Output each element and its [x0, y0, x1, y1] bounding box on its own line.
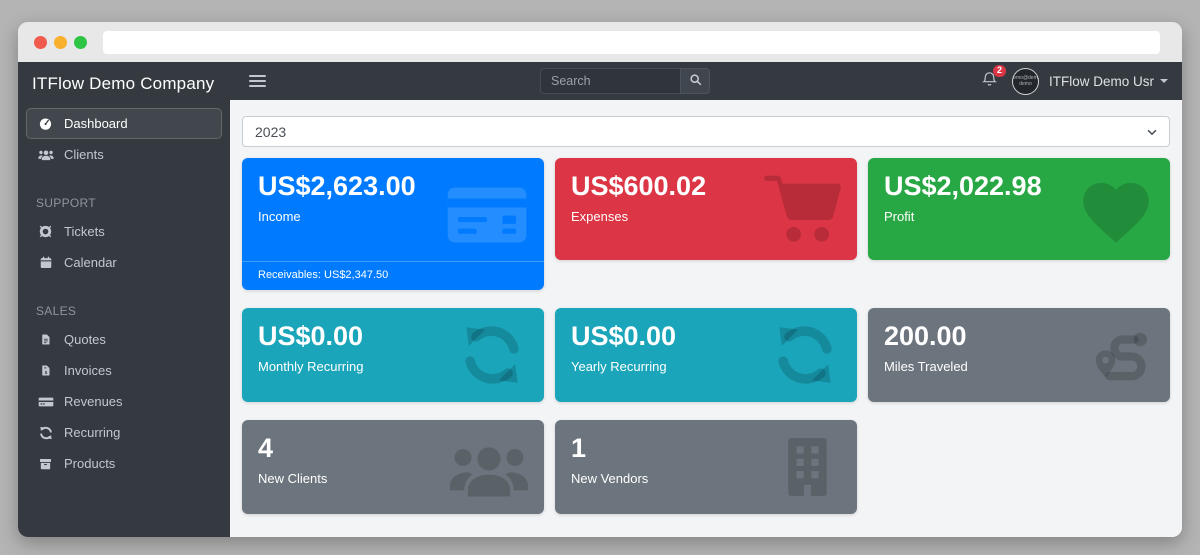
card-value: US$2,022.98 — [883, 171, 1042, 201]
user-menu-button[interactable]: ITFlow Demo Usr — [1049, 74, 1168, 89]
main-pane: 2 demo@demo demo ITFlow Demo Usr — [230, 62, 1182, 537]
cards-row-2: US$0.00 Monthly Recurring US$0.00 Yearly… — [242, 308, 1170, 402]
avatar[interactable]: demo@demo demo — [1011, 67, 1039, 95]
users-icon — [37, 149, 54, 161]
miles-traveled-card[interactable]: 200.00 Miles Traveled — [867, 308, 1170, 402]
close-window-button[interactable] — [34, 35, 47, 49]
sidebar-item-label: Dashboard — [64, 116, 128, 131]
sidebar-item-tickets[interactable]: Tickets — [26, 216, 222, 247]
search-button[interactable] — [680, 68, 710, 94]
navbar-right: 2 demo@demo demo ITFlow Demo Usr — [981, 62, 1168, 100]
card-label: Miles Traveled — [883, 359, 968, 375]
cards-row-1: US$2,623.00 Income Receivables: US$2,347… — [242, 158, 1170, 290]
card-value: 1 — [570, 433, 587, 463]
year-select[interactable]: 2023 — [242, 116, 1170, 147]
search-input[interactable] — [540, 68, 680, 94]
sidebar-item-label: Calendar — [64, 255, 117, 270]
heart-icon — [1076, 173, 1156, 250]
sidebar-item-revenues[interactable]: Revenues — [26, 386, 222, 417]
sidebar-header-support: SUPPORT — [36, 196, 96, 210]
sidebar-menu: Dashboard Clients SUPPORT Tickets — [18, 106, 230, 481]
zoom-window-button[interactable] — [74, 35, 87, 49]
file-alt-icon — [37, 332, 54, 347]
top-navbar: 2 demo@demo demo ITFlow Demo Usr — [230, 62, 1182, 100]
sidebar-item-label: Quotes — [64, 332, 106, 347]
shopping-cart-icon — [763, 171, 843, 252]
chevron-down-icon — [1145, 125, 1159, 142]
sidebar-item-clients[interactable]: Clients — [26, 139, 222, 170]
bell-icon — [981, 72, 998, 91]
calendar-icon — [37, 255, 54, 270]
box-icon — [37, 457, 54, 471]
browser-chrome — [18, 22, 1182, 62]
building-icon — [780, 434, 835, 505]
income-card[interactable]: US$2,623.00 Income Receivables: US$2,347… — [242, 158, 544, 290]
card-footer: Receivables: US$2,347.50 — [242, 261, 544, 290]
sidebar-item-label: Tickets — [64, 224, 105, 239]
monthly-recurring-card[interactable]: US$0.00 Monthly Recurring — [242, 308, 544, 402]
card-label: Yearly Recurring — [570, 359, 667, 375]
menu-toggle-button[interactable] — [249, 75, 266, 87]
card-label: Expenses — [570, 209, 629, 225]
tachometer-icon — [37, 116, 54, 131]
sidebar-item-label: Clients — [64, 147, 104, 162]
new-vendors-card[interactable]: 1 New Vendors — [554, 420, 857, 514]
sidebar-item-label: Products — [64, 456, 116, 471]
user-name: ITFlow Demo Usr — [1048, 73, 1154, 89]
dashboard-content: 2023 US$2,623.00 Income Receivable — [230, 100, 1182, 537]
brand-link[interactable]: ITFlow Demo Company — [32, 74, 215, 93]
global-search — [540, 68, 710, 94]
sidebar-item-products[interactable]: Products — [26, 448, 222, 479]
sync-icon — [460, 323, 524, 392]
file-invoice-dollar-icon: $ — [37, 363, 54, 378]
life-ring-icon — [37, 224, 54, 239]
card-value: US$0.00 — [570, 321, 677, 351]
money-check-icon — [37, 396, 54, 408]
sidebar-item-calendar[interactable]: Calendar — [26, 247, 222, 278]
expenses-card[interactable]: US$600.02 Expenses — [554, 158, 857, 260]
notification-count-badge: 2 — [992, 65, 1006, 77]
avatar-text: demo@demo — [1013, 74, 1039, 81]
card-label: Monthly Recurring — [258, 359, 364, 375]
users-icon — [448, 443, 530, 503]
sidebar: ITFlow Demo Company Dashboard Clients — [18, 62, 230, 537]
sidebar-item-recurring[interactable]: Recurring — [26, 417, 222, 448]
card-value: 4 — [258, 433, 274, 463]
cards-row-3: 4 New Clients 1 New Vendors — [242, 420, 1170, 514]
sidebar-item-invoices[interactable]: $ Invoices — [26, 355, 222, 386]
yearly-recurring-card[interactable]: US$0.00 Yearly Recurring — [554, 308, 857, 402]
minimize-window-button[interactable] — [54, 35, 67, 49]
app-root: ITFlow Demo Company Dashboard Clients — [18, 62, 1182, 537]
avatar-text: demo — [1019, 81, 1032, 87]
card-label: Income — [258, 209, 301, 225]
search-icon — [689, 73, 702, 89]
sidebar-item-quotes[interactable]: Quotes — [26, 324, 222, 355]
card-label: New Vendors — [570, 471, 649, 487]
sidebar-item-label: Invoices — [64, 363, 112, 378]
caret-down-icon — [1160, 79, 1168, 83]
traffic-lights — [34, 35, 87, 49]
card-label: New Clients — [258, 471, 328, 487]
year-select-value: 2023 — [255, 123, 287, 140]
profit-card[interactable]: US$2,022.98 Profit — [867, 158, 1170, 260]
browser-window: ITFlow Demo Company Dashboard Clients — [18, 22, 1182, 537]
svg-text:$: $ — [44, 370, 47, 375]
new-clients-card[interactable]: 4 New Clients — [242, 420, 544, 514]
route-icon — [1088, 324, 1154, 391]
sync-icon — [773, 323, 837, 392]
card-value: US$0.00 — [258, 321, 364, 351]
sidebar-item-label: Revenues — [64, 394, 123, 409]
sidebar-header-sales: SALES — [36, 304, 77, 318]
sync-icon — [37, 426, 54, 440]
card-value: 200.00 — [883, 321, 967, 351]
notifications-button[interactable]: 2 — [981, 65, 1006, 92]
card-label: Profit — [883, 209, 915, 225]
credit-card-icon — [446, 184, 528, 251]
sidebar-item-label: Recurring — [64, 425, 121, 440]
sidebar-item-dashboard[interactable]: Dashboard — [26, 108, 222, 139]
card-value: US$600.02 — [570, 171, 707, 201]
browser-url-bar[interactable] — [103, 30, 1160, 54]
card-value: US$2,623.00 — [258, 171, 416, 201]
